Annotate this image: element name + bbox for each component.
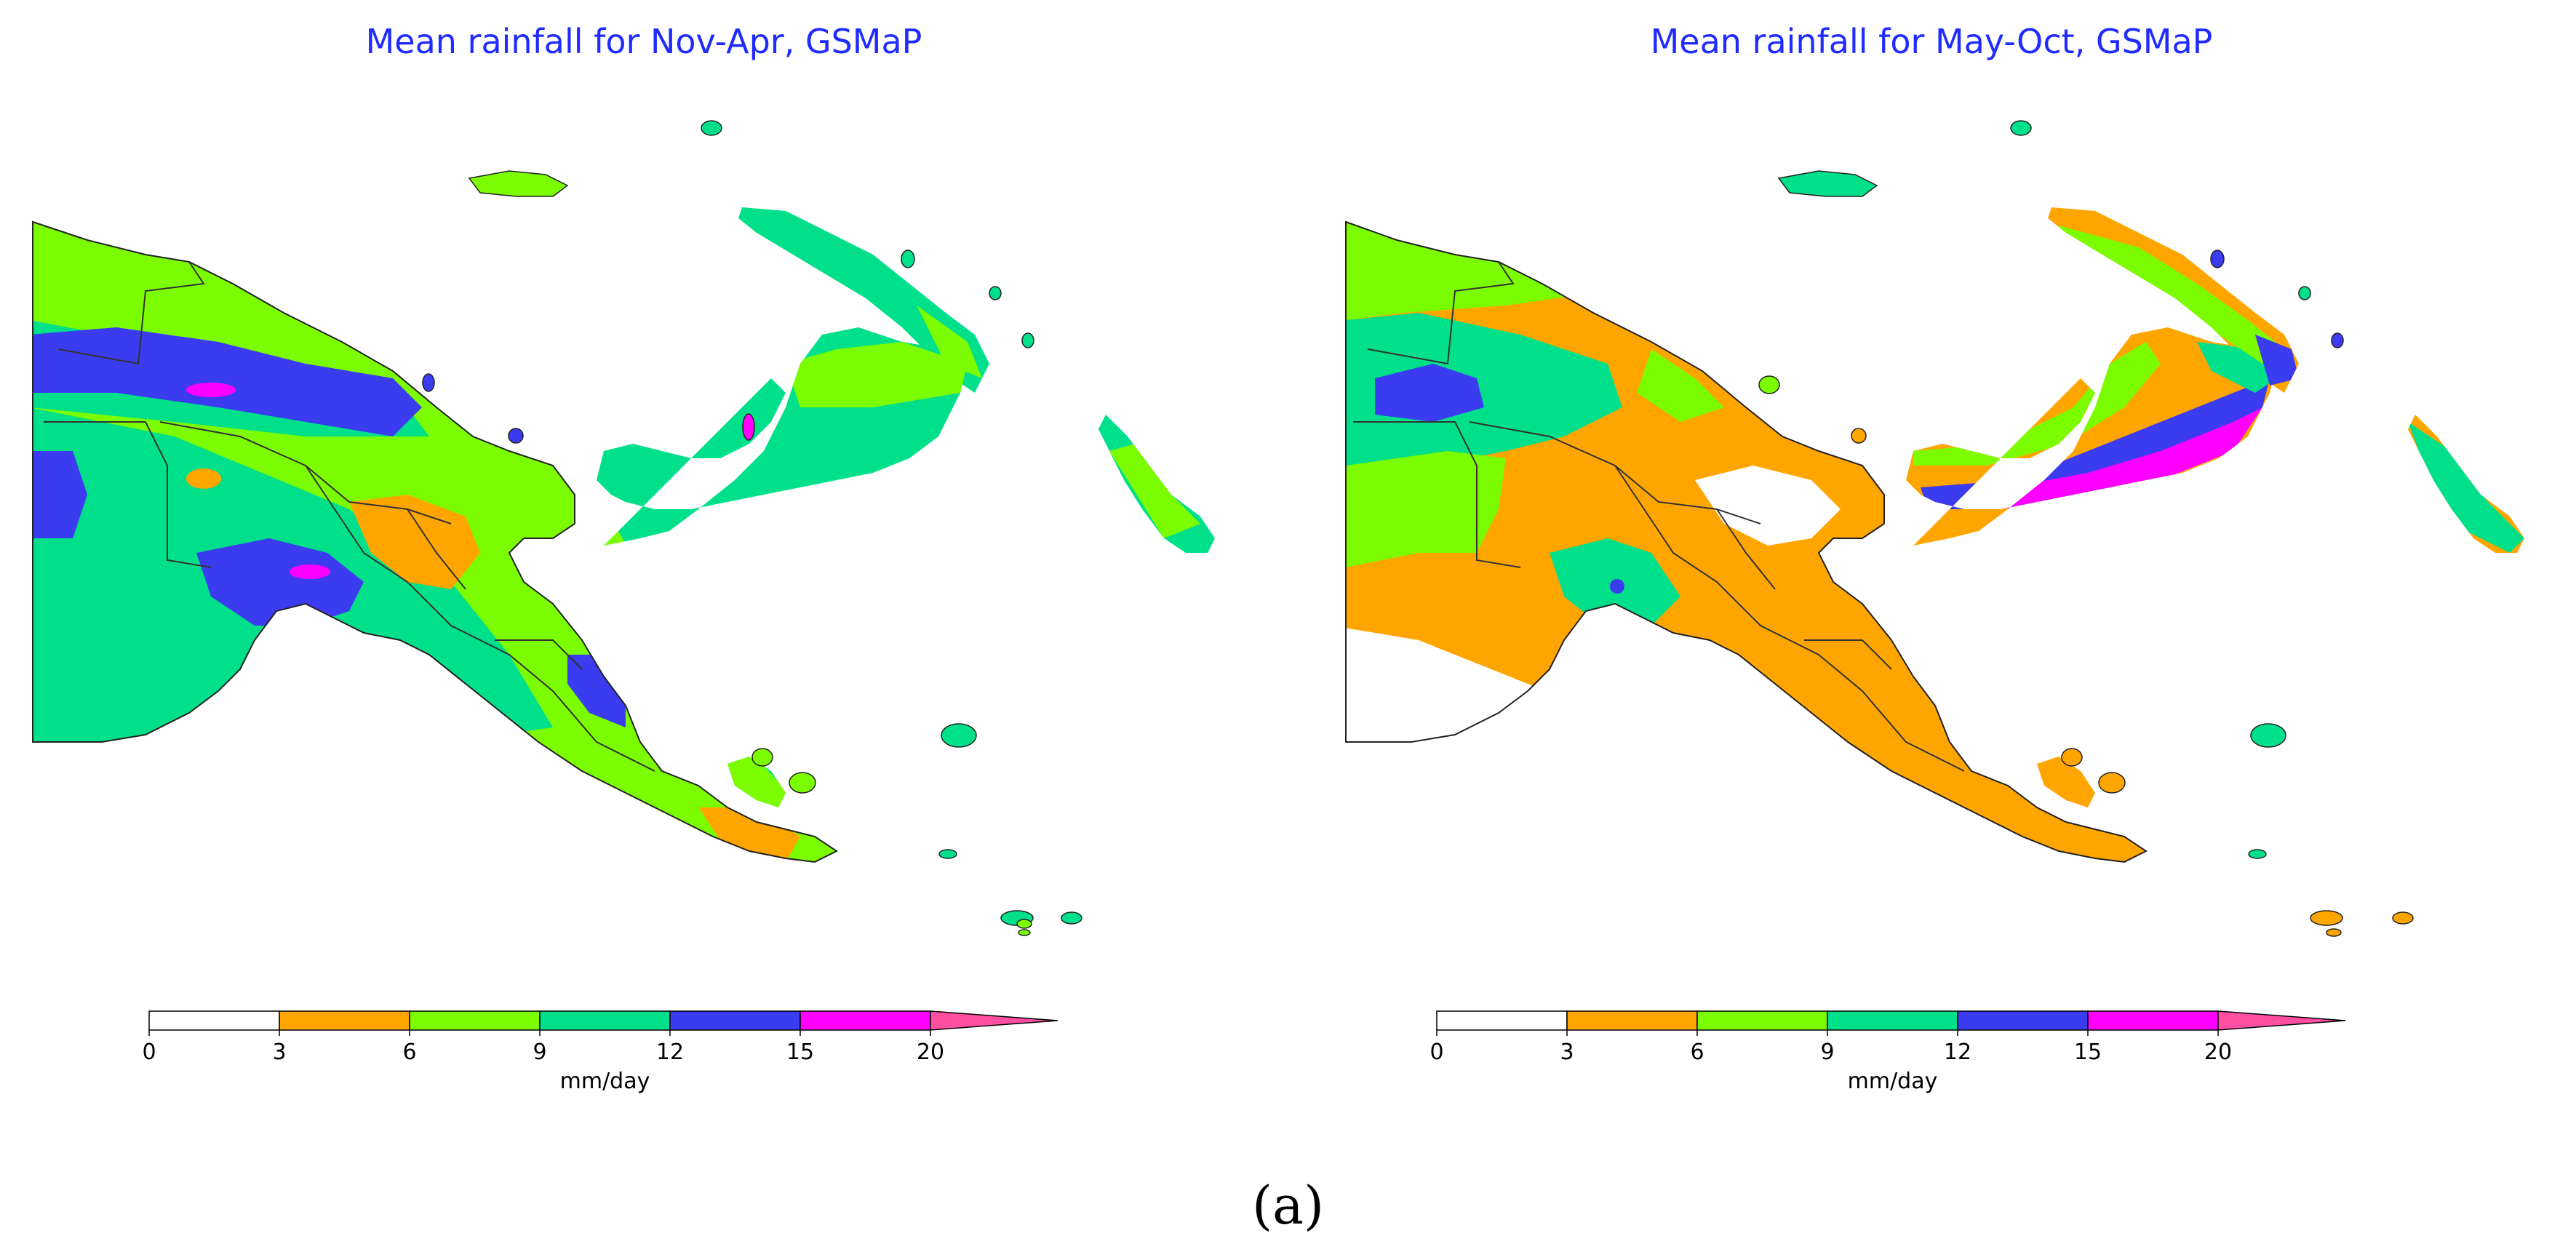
colorbar-segment: [1957, 1010, 2089, 1031]
colorbar-tick-label: 9: [533, 1039, 546, 1065]
colorbar-segments: [148, 1010, 931, 1031]
colorbar-segment: [1696, 1010, 1828, 1031]
colorbar-segment: [669, 1010, 801, 1031]
colorbar-segment: [279, 1010, 410, 1031]
colorbar-tick-label: 20: [2204, 1039, 2232, 1065]
colorbar-unit-label: mm/day: [560, 1069, 650, 1094]
rainfall-zones: [1346, 171, 2524, 862]
colorbar-ticks: 0 3 6 9 12 15 20: [142, 1030, 944, 1065]
coastlines: [32, 220, 838, 863]
colorbar-tick-label: 0: [142, 1039, 156, 1065]
colorbar-segments: [1436, 1010, 2219, 1031]
figure-label: (a): [1251, 1175, 1325, 1236]
colorbar-tick-label: 0: [1429, 1039, 1443, 1065]
colorbar-tick-label: 6: [1690, 1039, 1704, 1065]
colorbar-segment: [409, 1010, 541, 1031]
colorbar-tick-label: 15: [786, 1039, 814, 1065]
colorbar-segment: [1436, 1010, 1568, 1031]
colorbar-tick-label: 6: [402, 1039, 416, 1065]
colorbar-ticks: 0 3 6 9 12 15 20: [1429, 1030, 2232, 1065]
colorbar: 0 3 6 9 12 15 20 mm/day: [142, 1010, 1058, 1094]
colorbar-segment: [1566, 1010, 1698, 1031]
rainfall-map: [1345, 120, 2524, 937]
colorbar-unit-label: mm/day: [1848, 1069, 1938, 1094]
colorbar-segment: [148, 1010, 280, 1031]
colorbar-extend-arrow: [2217, 1010, 2346, 1031]
map-panel-nov-apr: Mean rainfall for Nov-Apr, GSMaP: [0, 0, 1288, 1135]
colorbar-segment: [1827, 1010, 1958, 1031]
colorbar-tick-label: 12: [1944, 1039, 1971, 1065]
province-boundaries: [44, 261, 655, 772]
colorbar: 0 3 6 9 12 15 20 mm/day: [1429, 1010, 2346, 1094]
colorbar-extend-arrow: [930, 1010, 1058, 1031]
colorbar-segment: [2087, 1010, 2219, 1031]
colorbar-tick-label: 15: [2074, 1039, 2102, 1065]
coastlines: [1345, 220, 2148, 863]
panel-title: Mean rainfall for May-Oct, GSMaP: [1650, 22, 2213, 61]
small-islands: [1758, 120, 2414, 937]
small-islands: [422, 120, 1082, 936]
rainfall-map: [32, 120, 1215, 936]
map-panel-may-oct: Mean rainfall for May-Oct, GSMaP: [1288, 0, 2575, 1135]
colorbar-tick-label: 12: [656, 1039, 684, 1065]
colorbar-segment: [799, 1010, 931, 1031]
colorbar-tick-label: 3: [1560, 1039, 1574, 1065]
panel-title: Mean rainfall for Nov-Apr, GSMaP: [365, 22, 922, 61]
colorbar-tick-label: 9: [1820, 1039, 1834, 1065]
province-boundaries: [1353, 261, 1965, 772]
colorbar-segment: [539, 1010, 671, 1031]
colorbar-tick-label: 3: [272, 1039, 286, 1065]
colorbar-tick-label: 20: [917, 1039, 944, 1065]
rainfall-zones: [33, 171, 1215, 862]
